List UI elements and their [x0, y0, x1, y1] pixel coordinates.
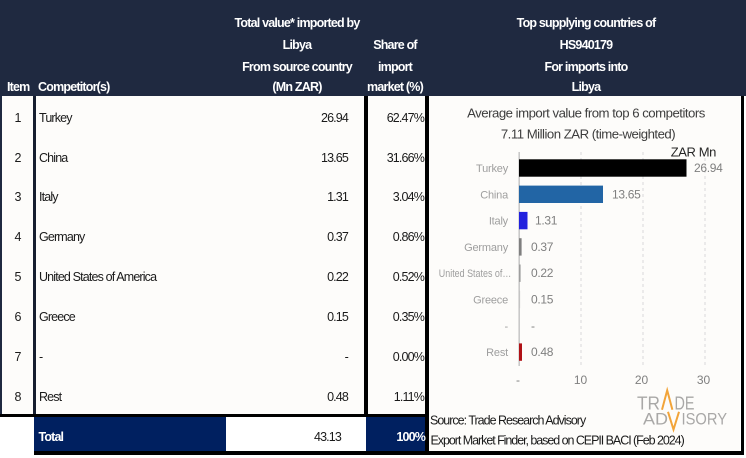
svg-text:Turkey: Turkey: [476, 163, 509, 175]
svg-text:20: 20: [635, 373, 649, 387]
svg-text:30: 30: [697, 373, 711, 387]
svg-text:Export Market Finder, based on: Export Market Finder, based on CEPII BAC…: [431, 434, 685, 448]
svg-text:Greece: Greece: [473, 295, 508, 307]
svg-text:Average import value from top: Average import value from top 6 competit…: [467, 106, 706, 121]
svg-text:TR: TR: [637, 394, 660, 414]
svg-text:26.94: 26.94: [694, 161, 723, 175]
svg-text:ZAR Mn: ZAR Mn: [671, 145, 716, 160]
svg-text:DE: DE: [675, 394, 695, 414]
svg-text:1.31: 1.31: [535, 214, 558, 228]
svg-text:0.37: 0.37: [531, 240, 554, 254]
svg-text:-: -: [505, 321, 509, 333]
svg-text:-: -: [531, 319, 535, 333]
svg-text:China: China: [480, 189, 509, 201]
svg-text:-: -: [516, 373, 520, 387]
svg-text:AD: AD: [643, 410, 668, 429]
svg-text:United States of…: United States of…: [439, 268, 512, 280]
svg-text:Rest: Rest: [486, 347, 508, 359]
svg-text:ISORY: ISORY: [682, 410, 728, 429]
svg-text:Source: Trade Research Advisor: Source: Trade Research Advisory: [430, 414, 587, 428]
svg-text:0.48: 0.48: [531, 345, 554, 359]
svg-text:Italy: Italy: [489, 216, 509, 228]
svg-text:13.65: 13.65: [612, 187, 641, 201]
svg-text:Germany: Germany: [464, 242, 509, 254]
svg-text:0.22: 0.22: [531, 266, 554, 280]
svg-text:10: 10: [574, 373, 588, 387]
svg-text:7.11 Million ZAR (time-weighte: 7.11 Million ZAR (time-weighted): [501, 127, 675, 142]
svg-text:0.15: 0.15: [531, 293, 554, 307]
